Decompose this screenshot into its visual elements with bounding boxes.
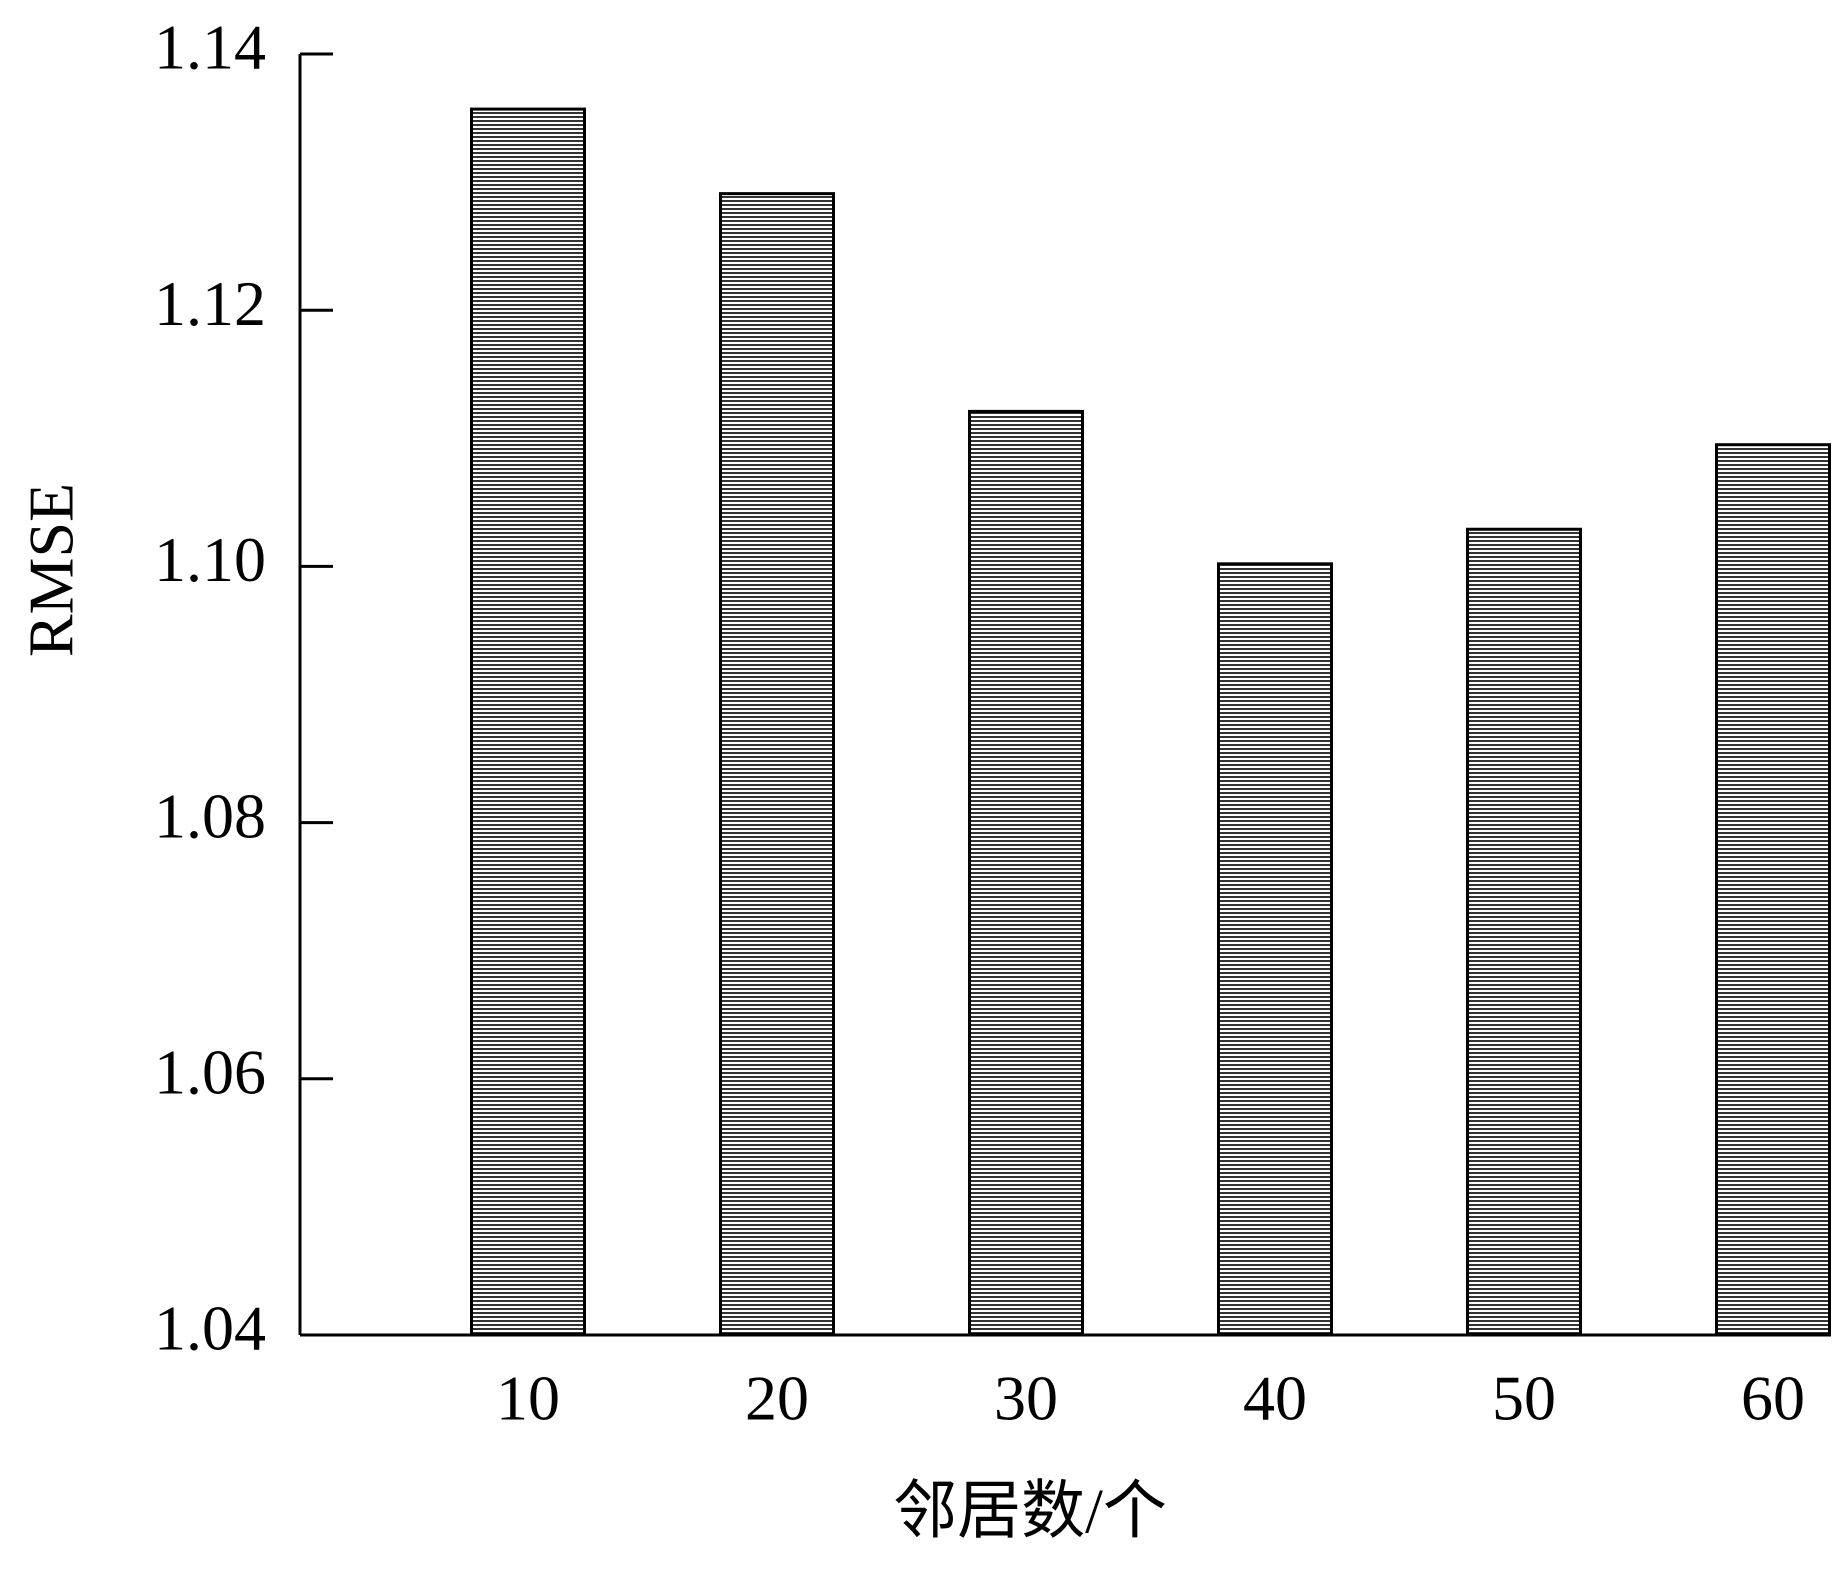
bar	[1715, 443, 1831, 1337]
y-axis-label: RMSE	[16, 483, 87, 657]
x-tick-label: 30	[994, 1363, 1058, 1434]
y-tick-label: 1.08	[154, 780, 266, 851]
x-tick-label: 40	[1243, 1363, 1307, 1434]
y-tick-label: 1.04	[154, 1293, 266, 1364]
x-tick-label: 10	[496, 1363, 560, 1434]
x-tick-label: 60	[1741, 1363, 1805, 1434]
x-axis-label: 邻居数/个	[893, 1476, 1167, 1547]
y-tick-label: 1.06	[154, 1036, 266, 1107]
bar	[719, 192, 835, 1337]
y-tick-label: 1.14	[154, 12, 266, 83]
x-tick-label: 20	[745, 1363, 809, 1434]
bar	[968, 409, 1084, 1337]
y-tick-label: 1.12	[154, 268, 266, 339]
x-tick-label: 50	[1492, 1363, 1556, 1434]
bar	[1217, 562, 1333, 1337]
bar	[1466, 527, 1582, 1337]
y-tick-label: 1.10	[154, 524, 266, 595]
bar	[470, 107, 586, 1337]
